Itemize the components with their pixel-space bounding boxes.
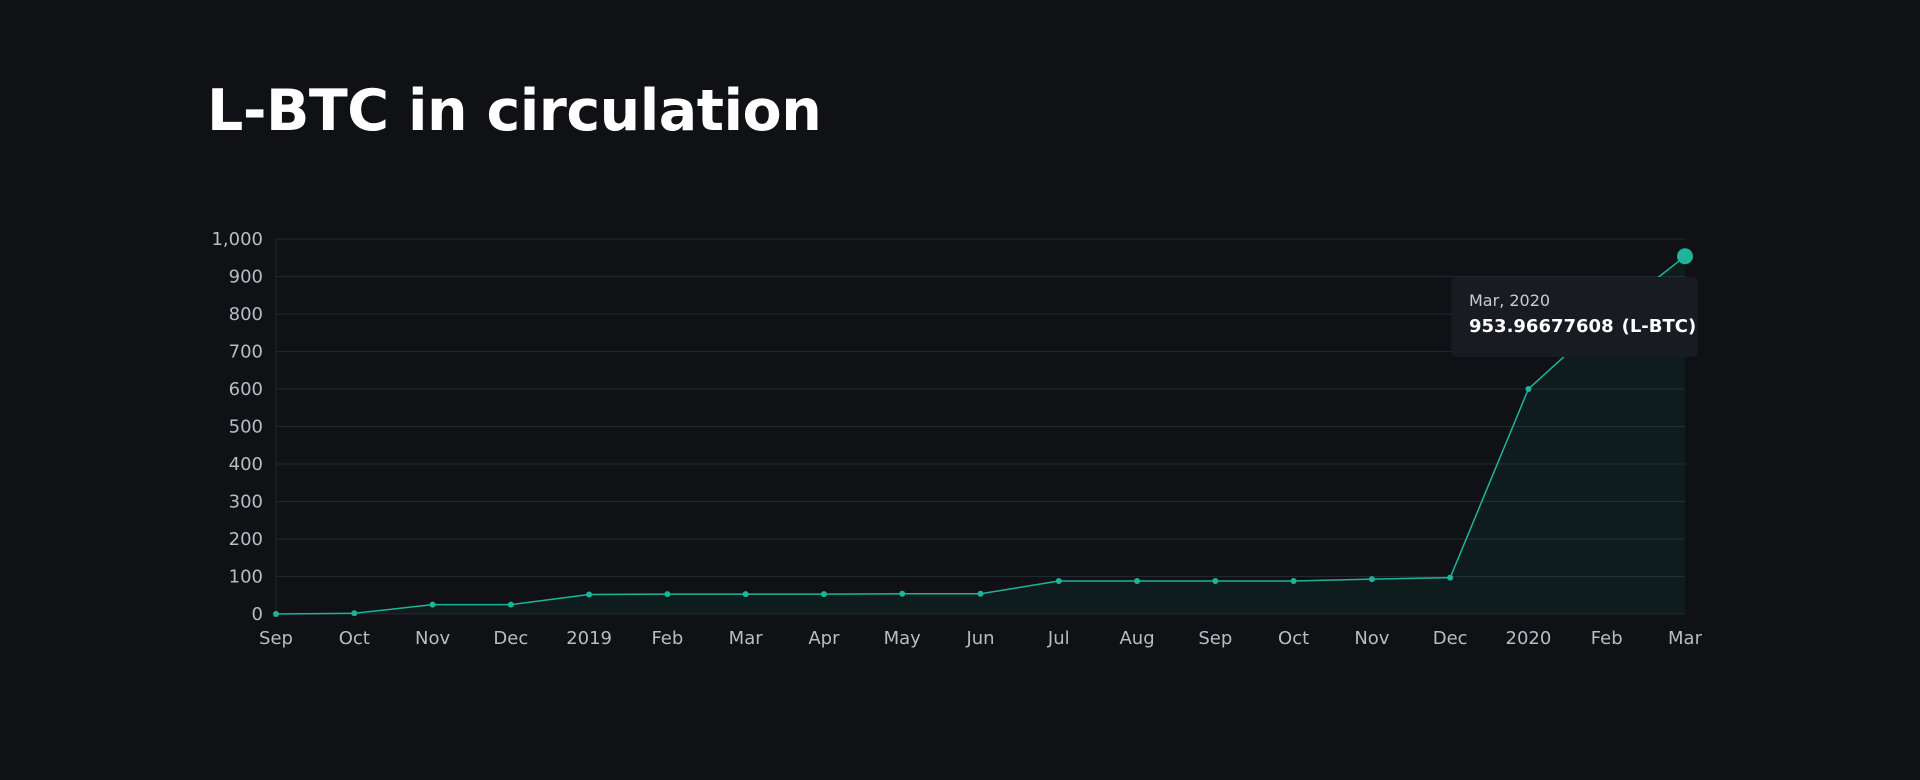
data-point[interactable] bbox=[820, 591, 827, 598]
tooltip-unit: (L-BTC) bbox=[1621, 316, 1697, 337]
tooltip-value: 953.96677608 bbox=[1469, 316, 1614, 337]
x-tick-label: Apr bbox=[808, 628, 840, 649]
y-axis-tick-labels: 0 100 200 300 400 500 600 700 800 900 1,000 bbox=[211, 229, 263, 625]
data-point[interactable] bbox=[977, 590, 984, 597]
data-point[interactable] bbox=[899, 590, 906, 597]
data-point[interactable] bbox=[586, 591, 593, 598]
data-point[interactable] bbox=[507, 601, 514, 608]
highlighted-data-point[interactable] bbox=[1677, 248, 1693, 265]
data-point[interactable] bbox=[1290, 578, 1297, 584]
data-point[interactable] bbox=[1525, 386, 1532, 392]
x-axis-tick-labels: Sep Oct Nov Dec 2019 Feb Mar Apr May Jun Jul Aug Sep… bbox=[259, 628, 1703, 649]
y-tick-label: 800 bbox=[229, 304, 263, 325]
x-tick-label: Oct bbox=[1278, 628, 1309, 649]
x-tick-label: Nov bbox=[1354, 628, 1389, 649]
tooltip-value-line: 953.96677608 (L-BTC) bbox=[1469, 316, 1696, 337]
page-title: L-BTC in circulation bbox=[207, 78, 822, 144]
x-tick-label: Jun bbox=[965, 628, 994, 649]
data-point[interactable] bbox=[1212, 578, 1219, 584]
x-tick-label: Sep bbox=[259, 628, 293, 649]
y-tick-label: 100 bbox=[229, 567, 263, 588]
data-point[interactable] bbox=[1447, 574, 1454, 581]
x-tick-label: 2019 bbox=[566, 628, 612, 649]
data-point[interactable] bbox=[273, 611, 279, 617]
data-point[interactable] bbox=[1134, 578, 1141, 584]
x-tick-label: Dec bbox=[1433, 628, 1468, 649]
x-tick-label: Mar bbox=[729, 628, 764, 649]
data-point[interactable] bbox=[1368, 576, 1375, 583]
data-point[interactable] bbox=[1055, 578, 1062, 584]
grid-lines bbox=[275, 238, 1685, 615]
y-tick-label: 700 bbox=[229, 342, 263, 363]
chart-tooltip: Mar, 2020 953.96677608 (L-BTC) bbox=[1451, 277, 1698, 357]
y-tick-label: 500 bbox=[229, 417, 263, 438]
x-tick-label: Mar bbox=[1668, 628, 1703, 649]
x-tick-label: Oct bbox=[339, 628, 370, 649]
x-tick-label: 2020 bbox=[1506, 628, 1552, 649]
y-tick-label: 900 bbox=[229, 267, 263, 288]
x-tick-label: May bbox=[884, 628, 922, 649]
y-tick-label: 1,000 bbox=[211, 229, 263, 250]
x-tick-label: Jul bbox=[1047, 628, 1070, 649]
series-area-fill bbox=[276, 256, 1685, 614]
tooltip-date: Mar, 2020 bbox=[1469, 291, 1551, 310]
y-tick-label: 0 bbox=[252, 604, 263, 625]
data-point[interactable] bbox=[742, 591, 749, 598]
x-tick-label: Feb bbox=[1591, 628, 1623, 649]
x-tick-label: Dec bbox=[493, 628, 528, 649]
x-tick-label: Feb bbox=[651, 628, 683, 649]
data-point[interactable] bbox=[429, 601, 436, 608]
data-point[interactable] bbox=[664, 591, 671, 598]
x-tick-label: Nov bbox=[415, 628, 450, 649]
y-tick-label: 600 bbox=[229, 379, 263, 400]
x-tick-label: Sep bbox=[1198, 628, 1232, 649]
x-tick-label: Aug bbox=[1119, 628, 1154, 649]
data-point[interactable] bbox=[351, 610, 358, 617]
y-tick-label: 400 bbox=[229, 454, 263, 475]
y-tick-label: 300 bbox=[229, 492, 263, 513]
y-tick-label: 200 bbox=[229, 529, 263, 550]
